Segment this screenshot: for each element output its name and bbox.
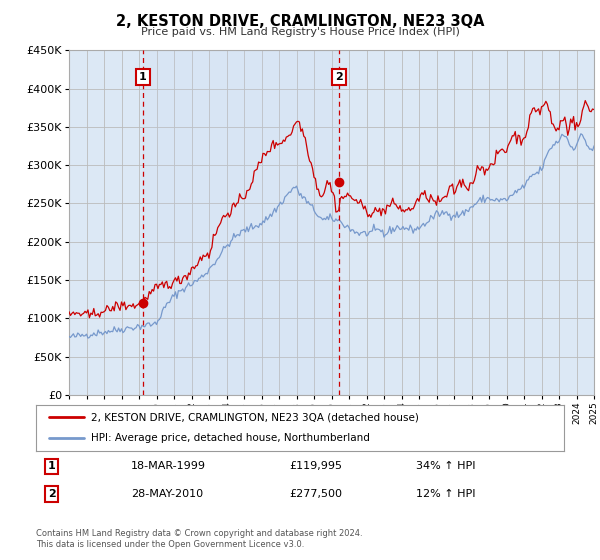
Text: 1: 1 — [48, 461, 56, 472]
Text: 2, KESTON DRIVE, CRAMLINGTON, NE23 3QA (detached house): 2, KESTON DRIVE, CRAMLINGTON, NE23 3QA (… — [91, 412, 419, 422]
Text: Price paid vs. HM Land Registry's House Price Index (HPI): Price paid vs. HM Land Registry's House … — [140, 27, 460, 37]
Text: This data is licensed under the Open Government Licence v3.0.: This data is licensed under the Open Gov… — [36, 540, 304, 549]
Text: HPI: Average price, detached house, Northumberland: HPI: Average price, detached house, Nort… — [91, 433, 370, 444]
Text: Contains HM Land Registry data © Crown copyright and database right 2024.: Contains HM Land Registry data © Crown c… — [36, 529, 362, 538]
Text: £277,500: £277,500 — [289, 489, 343, 500]
Text: 2: 2 — [335, 72, 343, 82]
Text: 2: 2 — [48, 489, 56, 500]
Text: 2, KESTON DRIVE, CRAMLINGTON, NE23 3QA: 2, KESTON DRIVE, CRAMLINGTON, NE23 3QA — [116, 14, 484, 29]
Text: 1: 1 — [139, 72, 146, 82]
Text: 28-MAY-2010: 28-MAY-2010 — [131, 489, 203, 500]
Text: £119,995: £119,995 — [289, 461, 343, 472]
Text: 12% ↑ HPI: 12% ↑ HPI — [416, 489, 476, 500]
Text: 34% ↑ HPI: 34% ↑ HPI — [416, 461, 476, 472]
Text: 18-MAR-1999: 18-MAR-1999 — [131, 461, 206, 472]
Bar — [143, 50, 338, 395]
